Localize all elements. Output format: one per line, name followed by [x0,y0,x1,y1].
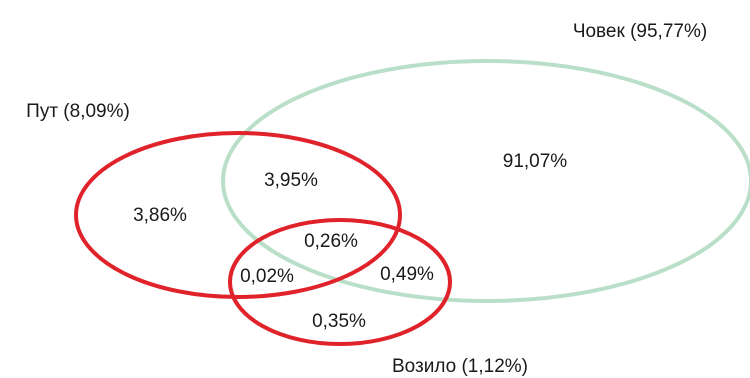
put-circle [74,131,402,299]
region-put-chovek-value: 3,95% [264,170,318,191]
put-set-label: Пут (8,09%) [26,101,130,122]
chovek-set-label: Човек (95,77%) [573,21,707,42]
region-put-only-value: 3,86% [133,205,187,226]
vozilo-set-label: Возило (1,12%) [392,356,528,377]
region-all-three-value: 0,26% [304,231,358,252]
region-chovek-only-value: 91,07% [503,151,568,172]
region-vozilo-only-value: 0,35% [312,311,366,332]
chovek-circle [221,59,750,303]
vozilo-circle [228,218,452,346]
region-put-vozilo-value: 0,02% [240,266,294,287]
region-chovek-vozilo-value: 0,49% [380,264,434,285]
